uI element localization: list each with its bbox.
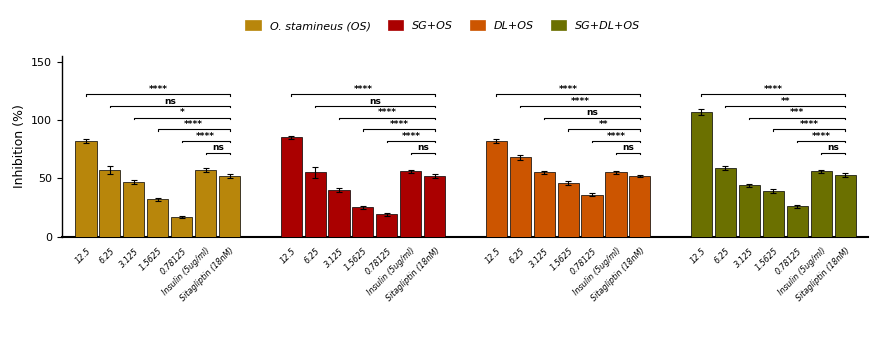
- Bar: [305, 172, 325, 237]
- Text: ns: ns: [212, 143, 223, 152]
- Text: ns: ns: [164, 96, 175, 105]
- Text: **: **: [781, 96, 790, 105]
- Bar: [835, 175, 856, 237]
- Text: ****: ****: [377, 108, 396, 117]
- Bar: [171, 217, 192, 237]
- Text: *: *: [179, 108, 184, 117]
- Bar: [195, 170, 216, 237]
- Bar: [811, 171, 832, 237]
- Text: ****: ****: [148, 85, 167, 94]
- Legend: O. stamineus (OS), SG+OS, DL+OS, SG+DL+OS: O. stamineus (OS), SG+OS, DL+OS, SG+DL+O…: [241, 16, 645, 35]
- Text: ***: ***: [790, 108, 804, 117]
- Text: ns: ns: [622, 143, 633, 152]
- Bar: [486, 141, 507, 237]
- Text: ****: ****: [354, 85, 372, 94]
- Bar: [329, 190, 350, 237]
- Bar: [605, 172, 626, 237]
- Bar: [509, 157, 531, 237]
- Bar: [629, 176, 650, 237]
- Bar: [219, 176, 240, 237]
- Text: ****: ****: [184, 120, 203, 129]
- Text: ****: ****: [389, 120, 408, 129]
- Text: ****: ****: [196, 132, 215, 141]
- Text: ****: ****: [571, 96, 589, 105]
- Bar: [353, 207, 374, 237]
- Text: ****: ****: [812, 132, 830, 141]
- Text: ns: ns: [417, 143, 429, 152]
- Text: ****: ****: [401, 132, 420, 141]
- Bar: [377, 214, 398, 237]
- Text: ns: ns: [369, 96, 381, 105]
- Y-axis label: Inhibition (%): Inhibition (%): [12, 104, 26, 188]
- Bar: [147, 199, 168, 237]
- Bar: [787, 206, 808, 237]
- Text: **: **: [599, 120, 609, 129]
- Bar: [281, 137, 301, 237]
- Bar: [123, 182, 144, 237]
- Text: ****: ****: [558, 85, 578, 94]
- Bar: [75, 141, 97, 237]
- Bar: [424, 176, 446, 237]
- Text: ns: ns: [828, 143, 839, 152]
- Bar: [691, 112, 712, 237]
- Text: ****: ****: [800, 120, 819, 129]
- Bar: [400, 171, 422, 237]
- Bar: [99, 170, 120, 237]
- Bar: [581, 195, 602, 237]
- Text: ****: ****: [764, 85, 782, 94]
- Text: ****: ****: [607, 132, 626, 141]
- Bar: [715, 168, 736, 237]
- Bar: [533, 172, 555, 237]
- Text: ns: ns: [587, 108, 598, 117]
- Bar: [763, 191, 784, 237]
- Bar: [557, 183, 579, 237]
- Bar: [739, 185, 760, 237]
